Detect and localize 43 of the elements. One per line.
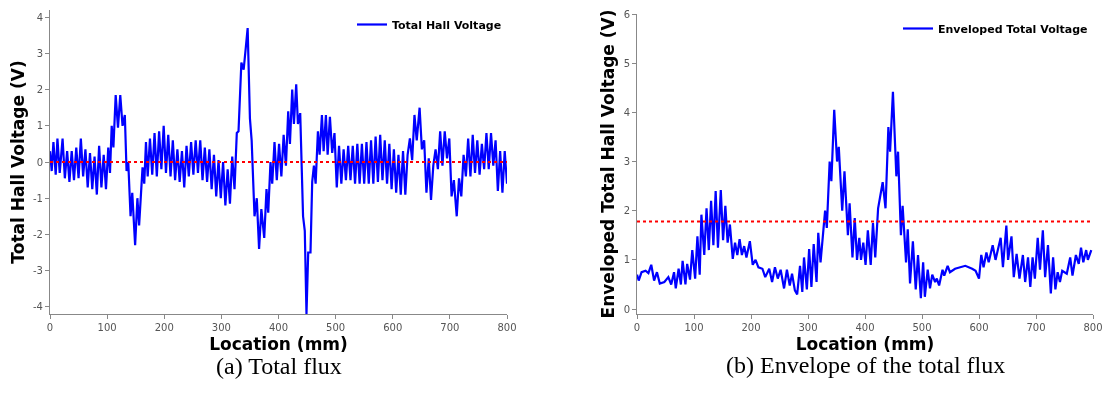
y-tick-label: 0 [623, 303, 630, 315]
x-tick-label: 400 [855, 322, 875, 333]
text: (a) Total flux [216, 353, 342, 379]
y-tick-label: 4 [623, 106, 630, 118]
x-tick-label: 700 [1026, 322, 1046, 333]
x-tick-label: 300 [211, 322, 231, 333]
y-axis-title: Enveloped Total Hall Voltage (V) [598, 9, 619, 319]
x-tick-label: 200 [154, 322, 174, 333]
y-tick-label: -1 [33, 192, 43, 204]
y-tick-label: 2 [36, 84, 43, 96]
legend-label: Enveloped Total Voltage [938, 22, 1088, 36]
x-tick-label: 800 [1083, 322, 1103, 333]
y-tick-label: 6 [623, 8, 630, 20]
y-tick-label: 2 [623, 205, 630, 217]
y-tick-label: 5 [623, 57, 630, 69]
x-tick-label: 400 [268, 322, 289, 333]
x-tick-label: 100 [97, 322, 117, 333]
x-tick-label: 600 [383, 322, 403, 333]
y-tick-label: -4 [33, 301, 43, 313]
y-tick-label: 3 [36, 47, 43, 59]
x-tick-label: 500 [326, 322, 346, 333]
y-tick-label: 1 [36, 120, 43, 132]
x-tick-label: 600 [969, 322, 989, 333]
y-tick-label: -2 [33, 228, 43, 240]
line-series [637, 90, 1093, 300]
y-tick-label: -3 [33, 265, 43, 277]
x-tick-label: 200 [741, 322, 761, 333]
x-axis-title: Location (mm) [795, 334, 935, 355]
text: (b) Envelope of the total flux [726, 352, 1006, 378]
x-tick-label: 0 [633, 322, 641, 333]
y-axis-title: Total Hall Voltage (V) [7, 60, 28, 264]
x-tick-label: 500 [912, 322, 932, 333]
x-tick-label: 700 [440, 322, 460, 333]
x-tick-label: 100 [684, 322, 704, 333]
x-tick-label: 800 [497, 322, 517, 333]
y-tick-label: 4 [36, 11, 43, 23]
y-tick-label: 3 [623, 156, 630, 168]
x-tick-label: 300 [798, 322, 818, 333]
y-tick-label: 1 [623, 254, 630, 266]
y-tick-label: 0 [36, 156, 43, 168]
x-tick-label: 0 [46, 322, 54, 333]
legend-label: Total Hall Voltage [392, 18, 502, 32]
x-axis-title: Location (mm) [209, 334, 348, 355]
